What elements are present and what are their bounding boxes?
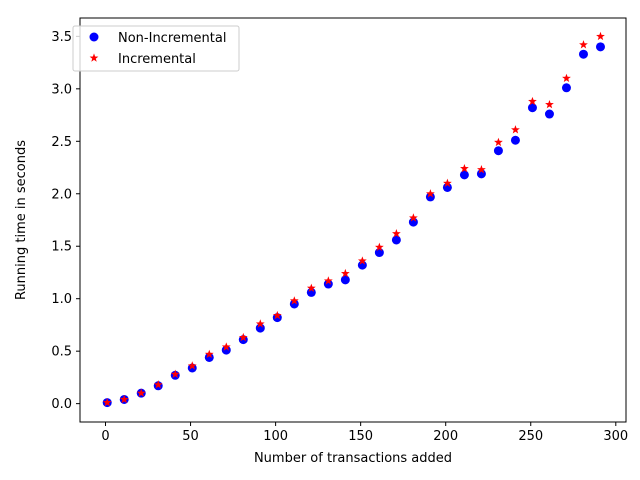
point-incremental: [340, 268, 350, 278]
point-non-incremental: [255, 323, 265, 333]
point-incremental: [119, 394, 129, 404]
point-incremental: [528, 96, 537, 106]
x-tick-label: 250: [518, 429, 543, 444]
point-non-incremental: [289, 299, 299, 309]
point-non-incremental: [306, 287, 316, 297]
point-incremental: [255, 319, 265, 328]
point-incremental: [545, 99, 554, 109]
point-incremental: [443, 178, 452, 187]
point-incremental: [221, 342, 231, 351]
legend-box: [72, 25, 240, 72]
legend-marker-non-incremental: [89, 32, 99, 42]
point-incremental: [153, 380, 163, 389]
y-tick-label: 1.5: [51, 240, 72, 255]
point-incremental: [596, 31, 605, 41]
point-non-incremental: [442, 182, 452, 192]
point-non-incremental: [544, 109, 554, 119]
point-incremental: [392, 229, 401, 238]
legend-marker-incremental: [89, 53, 99, 62]
point-non-incremental: [357, 260, 367, 270]
point-incremental: [272, 310, 282, 320]
point-incremental: [204, 349, 214, 359]
point-incremental: [494, 137, 503, 147]
y-tick-label: 0.5: [51, 345, 72, 360]
x-tick-label: 200: [433, 429, 458, 444]
plot-frame: [79, 17, 627, 423]
point-incremental: [579, 40, 588, 49]
x-tick-label: 300: [603, 429, 628, 444]
y-axis-label: Running time in seconds: [14, 140, 29, 300]
y-tick-label: 3.5: [51, 30, 72, 45]
point-non-incremental: [204, 352, 214, 362]
y-tick-label: 2.0: [51, 187, 72, 202]
point-incremental: [102, 397, 112, 407]
point-non-incremental: [561, 83, 571, 93]
x-tick-label: 150: [348, 429, 373, 444]
y-tick-label: 2.5: [51, 135, 72, 150]
point-non-incremental: [476, 169, 486, 179]
point-incremental: [477, 165, 486, 174]
y-tick-label: 0.0: [51, 397, 72, 412]
point-non-incremental: [323, 279, 333, 289]
legend-label-incremental: Incremental: [118, 52, 196, 67]
point-non-incremental: [527, 103, 537, 113]
point-incremental: [136, 388, 146, 397]
y-axis-ticks: 0.0 0.5 1.0 1.5 2.0 2.5 3.0 3.5: [51, 30, 80, 412]
legend-label-non-incremental: Non-Incremental: [118, 31, 226, 46]
point-non-incremental: [340, 275, 350, 285]
point-incremental: [409, 213, 418, 222]
point-non-incremental: [374, 248, 384, 258]
data-marks: [102, 31, 605, 408]
x-tick-label: 100: [263, 429, 288, 444]
point-incremental: [511, 125, 520, 134]
point-non-incremental: [391, 235, 401, 245]
point-incremental: [187, 361, 197, 370]
legend: Non-Incremental Incremental: [72, 25, 240, 72]
point-non-incremental: [425, 192, 435, 202]
y-tick-label: 3.0: [51, 82, 72, 97]
point-non-incremental: [221, 345, 231, 355]
point-incremental: [562, 73, 571, 83]
point-incremental: [306, 283, 316, 292]
point-non-incremental: [493, 146, 503, 156]
point-incremental: [323, 276, 333, 285]
x-tick-label: 50: [182, 429, 199, 444]
x-axis-label: Number of transactions added: [254, 451, 452, 466]
point-incremental: [238, 332, 248, 342]
point-incremental: [289, 296, 299, 305]
x-axis-ticks: 0 50 100 150 200 250 300: [101, 422, 628, 444]
point-non-incremental: [459, 170, 469, 180]
point-non-incremental: [578, 49, 588, 59]
point-incremental: [426, 189, 435, 198]
point-non-incremental: [510, 135, 520, 145]
point-incremental: [357, 256, 367, 265]
point-incremental: [374, 242, 384, 251]
point-incremental: [170, 369, 180, 378]
point-non-incremental: [595, 42, 605, 52]
x-tick-label: 0: [101, 429, 109, 444]
point-non-incremental: [408, 217, 418, 227]
point-incremental: [460, 163, 469, 173]
y-tick-label: 1.0: [51, 292, 72, 307]
